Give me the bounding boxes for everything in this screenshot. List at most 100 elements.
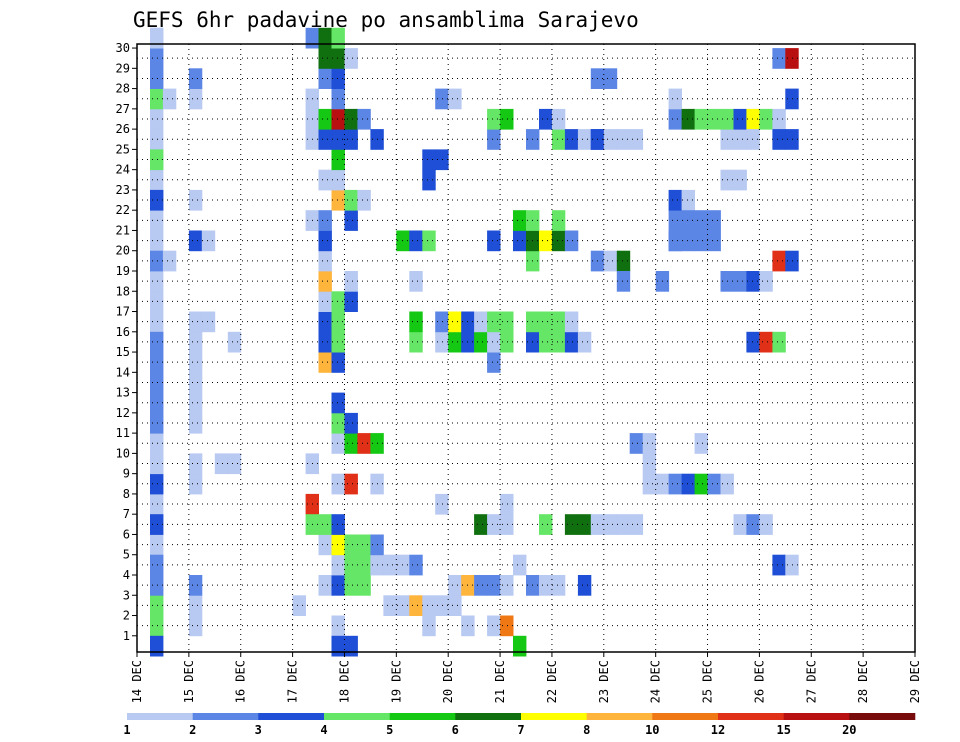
precip-cell xyxy=(318,48,332,69)
precip-cell xyxy=(746,271,760,292)
precip-cell xyxy=(331,68,345,89)
legend-label: 7 xyxy=(517,723,524,737)
precip-cell xyxy=(487,129,501,150)
precip-cell xyxy=(733,129,747,150)
y-tick-label: 2 xyxy=(123,609,130,623)
precip-cell xyxy=(422,149,436,171)
precip-cell xyxy=(539,230,553,252)
x-tick-label: 22 DEC xyxy=(545,660,559,703)
precip-cell xyxy=(551,210,566,231)
precip-cell xyxy=(331,635,345,657)
precip-cell xyxy=(318,514,332,535)
precip-cell xyxy=(707,108,721,130)
y-tick-label: 29 xyxy=(116,61,130,75)
legend-label: 5 xyxy=(386,723,393,737)
precip-cell xyxy=(409,271,423,292)
x-tick-label: 24 DEC xyxy=(649,660,663,703)
x-tick-label: 15 DEC xyxy=(182,660,196,703)
precip-cell xyxy=(344,291,358,312)
precip-cell xyxy=(344,473,358,495)
y-tick-label: 15 xyxy=(116,345,130,359)
precip-cell xyxy=(150,250,164,272)
precip-cell xyxy=(772,331,786,353)
precip-cell xyxy=(551,575,566,596)
precip-cell xyxy=(150,372,164,393)
precip-cell xyxy=(733,108,747,130)
precip-cell xyxy=(564,129,579,150)
precip-cell xyxy=(344,534,358,556)
precip-cell xyxy=(435,595,449,616)
x-tick-label: 23 DEC xyxy=(597,660,611,703)
precip-cell xyxy=(150,514,164,535)
precip-cell xyxy=(487,575,501,596)
precip-cell xyxy=(681,189,695,211)
precip-cell xyxy=(513,635,527,657)
legend-swatch xyxy=(586,713,653,720)
precip-cell xyxy=(150,88,164,110)
precip-cell xyxy=(668,230,682,252)
precip-cell xyxy=(318,291,332,312)
precip-cell xyxy=(694,473,708,495)
precip-cell xyxy=(448,311,462,333)
precip-cell xyxy=(162,88,177,110)
precip-cell xyxy=(331,88,345,110)
legend-label: 1 xyxy=(123,723,130,737)
precip-cell xyxy=(150,331,164,353)
precip-cell xyxy=(759,271,773,292)
precip-cell xyxy=(707,230,721,252)
precip-cell xyxy=(422,169,436,191)
precip-cell xyxy=(422,230,436,252)
y-tick-label: 4 xyxy=(123,568,130,582)
y-tick-label: 10 xyxy=(116,446,130,460)
precip-cell xyxy=(331,514,345,535)
x-tick-label: 28 DEC xyxy=(856,660,870,703)
x-tick-label: 20 DEC xyxy=(441,660,455,703)
precip-cell xyxy=(500,311,514,333)
precip-cell xyxy=(603,250,618,272)
precip-cell xyxy=(668,108,682,130)
precip-cell xyxy=(435,331,449,353)
precip-cell xyxy=(344,554,358,576)
precip-cell xyxy=(357,108,371,130)
precip-cell xyxy=(551,331,566,353)
precip-cell xyxy=(150,48,164,69)
precip-cell xyxy=(357,189,371,211)
x-tick-label: 29 DEC xyxy=(908,660,922,703)
precip-cell xyxy=(474,331,488,353)
precip-cell xyxy=(150,473,164,495)
precip-cell xyxy=(318,331,332,353)
precip-cell xyxy=(331,473,345,495)
precip-cell xyxy=(629,433,644,454)
y-tick-label: 16 xyxy=(116,325,130,339)
y-tick-label: 18 xyxy=(116,284,130,298)
precip-cell xyxy=(435,149,449,171)
precip-cell xyxy=(150,210,164,231)
legend-label: 8 xyxy=(583,723,590,737)
precip-cell xyxy=(188,453,203,475)
y-tick-label: 8 xyxy=(123,487,130,501)
precip-cell xyxy=(357,433,371,454)
precip-cell xyxy=(188,88,203,110)
y-tick-label: 6 xyxy=(123,527,130,541)
precip-cell xyxy=(616,129,631,150)
precip-cell xyxy=(150,412,164,434)
precip-cell xyxy=(681,210,695,231)
precip-cell xyxy=(331,352,345,373)
precip-cell xyxy=(331,291,345,312)
legend-swatch xyxy=(521,713,587,720)
precip-cell xyxy=(331,149,345,171)
precip-cell xyxy=(344,575,358,596)
precip-cell xyxy=(500,108,514,130)
precip-cell xyxy=(577,331,592,353)
y-tick-label: 9 xyxy=(123,467,130,481)
precip-cell xyxy=(539,514,553,535)
precip-cell xyxy=(539,575,553,596)
precip-cell xyxy=(331,433,345,454)
precip-cell xyxy=(487,108,501,130)
y-tick-label: 21 xyxy=(116,223,130,237)
precip-cell xyxy=(733,271,747,292)
y-tick-label: 22 xyxy=(116,203,130,217)
precip-cell xyxy=(318,352,332,373)
precip-cell xyxy=(292,595,306,616)
precip-cell xyxy=(344,189,358,211)
